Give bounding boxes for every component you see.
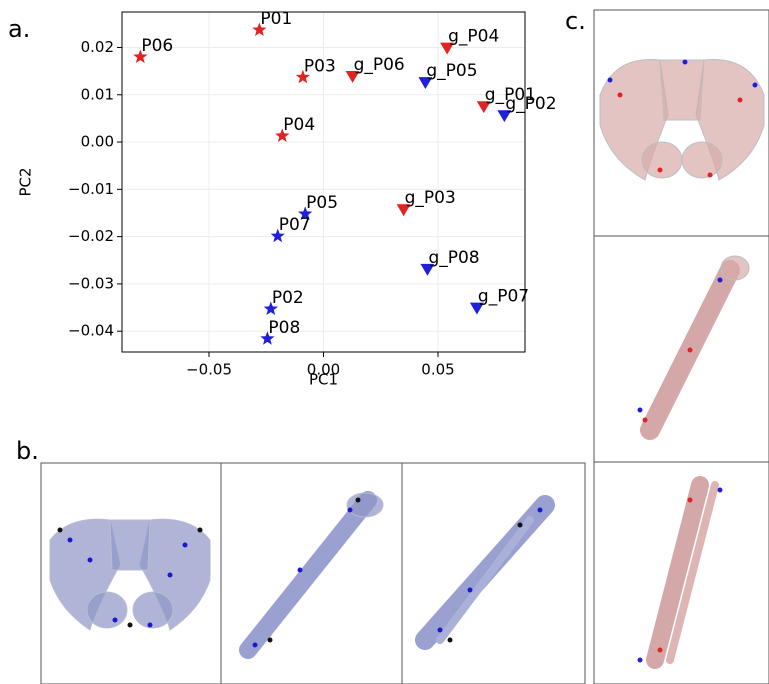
y-axis-label: PC2	[17, 167, 35, 196]
x-tick-label: 0.05	[421, 361, 454, 379]
point	[275, 128, 290, 142]
point-label: P07	[279, 215, 311, 235]
point-label: P04	[283, 115, 315, 135]
point	[396, 204, 411, 217]
y-tick-label: −0.02	[68, 227, 114, 245]
point-label: g_P07	[478, 287, 529, 307]
panel-b	[40, 462, 586, 684]
point	[497, 110, 512, 123]
y-tick-label: −0.01	[68, 180, 114, 198]
point	[133, 49, 148, 63]
y-tick-label: 0.02	[81, 38, 114, 56]
point	[418, 77, 433, 89]
point	[345, 70, 360, 83]
point	[295, 69, 310, 84]
y-tick-label: −0.04	[68, 322, 114, 340]
point-label: g_P04	[448, 26, 499, 46]
point	[270, 228, 285, 243]
point-label: g_P02	[505, 94, 556, 114]
point-label: P03	[304, 56, 336, 76]
point	[476, 101, 491, 114]
plot-frame	[121, 11, 526, 353]
point-label: g_P01	[485, 85, 536, 105]
point-label: g_P08	[428, 248, 479, 268]
y-tick-label: −0.03	[68, 274, 114, 292]
point	[440, 42, 455, 55]
x-tick-label: 0.00	[307, 361, 340, 379]
point	[260, 331, 275, 345]
x-axis-label: PC1	[309, 371, 338, 389]
point	[469, 302, 484, 315]
point-label: P05	[306, 193, 338, 213]
point-label: P08	[268, 318, 300, 338]
point-label: P06	[141, 36, 173, 56]
point-label: g_P06	[354, 55, 405, 75]
panel-c	[593, 9, 769, 684]
point-label: g_P03	[405, 188, 456, 208]
panel-label: a.	[8, 15, 30, 43]
panel-label: c.	[565, 7, 586, 35]
scatter-plot: −0.05 0.00 0.05 0.02 0.01 0.00 −0.01 −0.02 −0.03…	[17, 9, 557, 389]
point-label: P02	[272, 288, 304, 308]
y-tick-label: 0.01	[81, 85, 114, 103]
point	[252, 22, 267, 36]
point	[298, 206, 313, 220]
panel-label: b.	[16, 437, 39, 465]
y-tick-label: 0.00	[81, 133, 114, 151]
point	[263, 301, 278, 315]
point-label: g_P05	[426, 61, 477, 81]
point	[420, 263, 435, 276]
x-tick-label: −0.05	[186, 361, 232, 379]
point-label: P01	[260, 9, 292, 29]
